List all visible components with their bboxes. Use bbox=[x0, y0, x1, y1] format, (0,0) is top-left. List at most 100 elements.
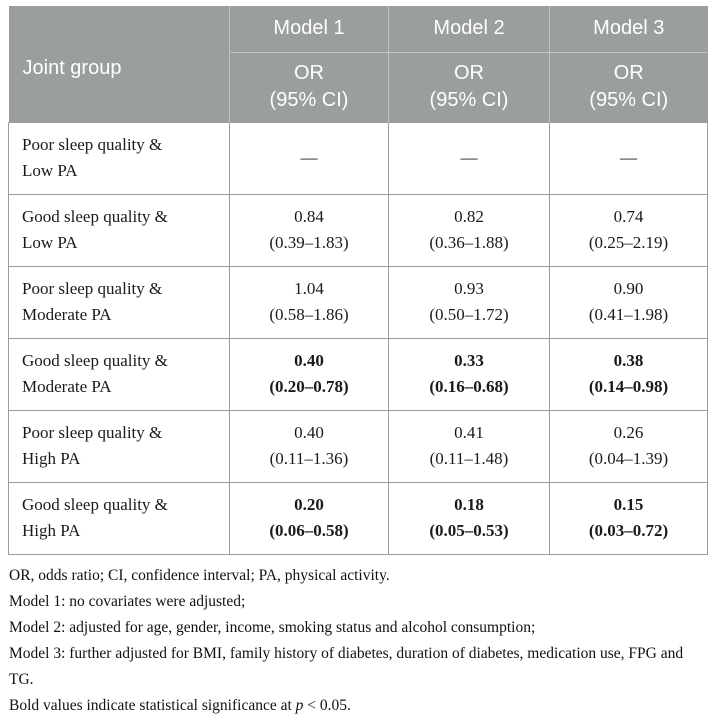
row-label: Poor sleep quality & Low PA bbox=[8, 121, 230, 195]
or-value: 0.33 bbox=[454, 351, 484, 370]
ci-value: (0.11–1.36) bbox=[269, 449, 349, 468]
row-label: Poor sleep quality & High PA bbox=[8, 409, 230, 483]
table-row: Poor sleep quality & Low PA — — — bbox=[8, 121, 708, 195]
cell-model-1: 0.40 (0.11–1.36) bbox=[229, 409, 389, 483]
cell-model-3: 0.38 (0.14–0.98) bbox=[549, 337, 708, 411]
row-label-line2: Low PA bbox=[22, 161, 78, 180]
table-row-significant: Good sleep quality & Moderate PA 0.40 (0… bbox=[8, 337, 708, 411]
subheader-ci: (95% CI) bbox=[429, 89, 509, 111]
row-label: Good sleep quality & Moderate PA bbox=[8, 337, 230, 411]
cell-model-2: 0.93 (0.50–1.72) bbox=[388, 265, 550, 339]
ci-value: (0.16–0.68) bbox=[429, 377, 509, 396]
table-header: Joint group Model 1 Model 2 Model 3 OR (… bbox=[8, 6, 708, 122]
row-label: Poor sleep quality & Moderate PA bbox=[8, 265, 230, 339]
cell-model-3: 0.15 (0.03–0.72) bbox=[549, 481, 708, 555]
row-label-line2: High PA bbox=[22, 521, 81, 540]
row-label-line1: Poor sleep quality & bbox=[22, 279, 163, 298]
cell-model-2: — bbox=[388, 121, 550, 195]
ci-value: (0.06–0.58) bbox=[269, 521, 349, 540]
subheader-or-ci-model-1: OR (95% CI) bbox=[229, 52, 389, 122]
table-row: Good sleep quality & Low PA 0.84 (0.39–1… bbox=[8, 193, 708, 267]
cell-model-1: 0.20 (0.06–0.58) bbox=[229, 481, 389, 555]
row-label-line2: Moderate PA bbox=[22, 377, 112, 396]
ci-value: (0.25–2.19) bbox=[588, 233, 669, 252]
subheader-or: OR bbox=[613, 62, 644, 84]
header-model-1: Model 1 bbox=[229, 6, 389, 53]
ci-value: (0.58–1.86) bbox=[269, 305, 349, 324]
subheader-or: OR bbox=[454, 62, 484, 84]
table-body: Poor sleep quality & Low PA — — — bbox=[8, 121, 708, 555]
cell-model-1: — bbox=[229, 121, 389, 195]
or-value: 0.82 bbox=[454, 207, 484, 226]
row-label-line1: Poor sleep quality & bbox=[22, 423, 163, 442]
ci-value: (0.05–0.53) bbox=[429, 521, 509, 540]
subheader-or: OR bbox=[294, 62, 324, 84]
row-label-line1: Good sleep quality & bbox=[22, 351, 168, 370]
ci-value: (0.41–1.98) bbox=[588, 305, 669, 324]
cell-model-1: 0.40 (0.20–0.78) bbox=[229, 337, 389, 411]
cell-model-3: 0.90 (0.41–1.98) bbox=[549, 265, 708, 339]
cell-model-3: 0.26 (0.04–1.39) bbox=[549, 409, 708, 483]
footnote-significance: Bold values indicate statistical signifi… bbox=[9, 693, 709, 719]
row-label-line2: High PA bbox=[22, 449, 81, 468]
subheader-or-ci-model-2: OR (95% CI) bbox=[388, 52, 550, 122]
or-value: — bbox=[300, 148, 318, 167]
footnote-significance-text: Bold values indicate statistical signifi… bbox=[9, 696, 296, 714]
cell-model-1: 0.84 (0.39–1.83) bbox=[229, 193, 389, 267]
results-table: Joint group Model 1 Model 2 Model 3 OR (… bbox=[8, 6, 708, 555]
or-value: 0.26 bbox=[613, 423, 644, 442]
row-label: Good sleep quality & High PA bbox=[8, 481, 230, 555]
ci-value: (0.50–1.72) bbox=[429, 305, 509, 324]
or-value: 1.04 bbox=[294, 279, 324, 298]
row-label-line2: Moderate PA bbox=[22, 305, 112, 324]
cell-model-2: 0.18 (0.05–0.53) bbox=[388, 481, 550, 555]
footnote-p-symbol: p bbox=[295, 696, 304, 714]
or-value: 0.38 bbox=[613, 351, 644, 370]
or-value: 0.84 bbox=[294, 207, 324, 226]
footnote-significance-threshold: < 0.05. bbox=[303, 696, 351, 714]
or-value: 0.15 bbox=[613, 495, 644, 514]
subheader-ci: (95% CI) bbox=[269, 89, 349, 111]
footnote-model-3: Model 3: further adjusted for BMI, famil… bbox=[9, 644, 684, 688]
or-value: — bbox=[460, 148, 478, 167]
or-value: 0.93 bbox=[454, 279, 484, 298]
ci-value: (0.20–0.78) bbox=[269, 377, 349, 396]
header-joint-group: Joint group bbox=[8, 6, 230, 122]
row-label-line1: Good sleep quality & bbox=[22, 207, 168, 226]
cell-model-2: 0.82 (0.36–1.88) bbox=[388, 193, 550, 267]
cell-model-3: 0.74 (0.25–2.19) bbox=[549, 193, 708, 267]
footnote-model-2: Model 2: adjusted for age, gender, incom… bbox=[9, 618, 536, 636]
ci-value: (0.03–0.72) bbox=[588, 521, 669, 540]
subheader-ci: (95% CI) bbox=[589, 89, 669, 111]
or-value: — bbox=[620, 148, 637, 167]
row-label-line2: Low PA bbox=[22, 233, 78, 252]
table-row-significant: Good sleep quality & High PA 0.20 (0.06–… bbox=[8, 481, 708, 555]
or-value: 0.20 bbox=[294, 495, 324, 514]
header-model-3: Model 3 bbox=[549, 6, 708, 53]
ci-value: (0.36–1.88) bbox=[429, 233, 509, 252]
or-value: 0.41 bbox=[454, 423, 484, 442]
ci-value: (0.11–1.48) bbox=[429, 449, 509, 468]
or-value: 0.18 bbox=[454, 495, 484, 514]
row-label-line1: Good sleep quality & bbox=[22, 495, 168, 514]
footnotes: OR, odds ratio; CI, confidence interval;… bbox=[9, 563, 709, 719]
ci-value: (0.14–0.98) bbox=[588, 377, 669, 396]
table-row: Poor sleep quality & Moderate PA 1.04 (0… bbox=[8, 265, 708, 339]
cell-model-1: 1.04 (0.58–1.86) bbox=[229, 265, 389, 339]
subheader-or-ci-model-3: OR (95% CI) bbox=[549, 52, 708, 122]
table-row: Poor sleep quality & High PA 0.40 (0.11–… bbox=[8, 409, 708, 483]
footnote-abbreviations: OR, odds ratio; CI, confidence interval;… bbox=[9, 566, 390, 584]
row-label-line1: Poor sleep quality & bbox=[22, 135, 163, 154]
cell-model-2: 0.41 (0.11–1.48) bbox=[388, 409, 550, 483]
or-value: 0.90 bbox=[613, 279, 644, 298]
row-label: Good sleep quality & Low PA bbox=[8, 193, 230, 267]
ci-value: (0.39–1.83) bbox=[269, 233, 349, 252]
ci-value: (0.04–1.39) bbox=[588, 449, 669, 468]
or-value: 0.40 bbox=[294, 351, 324, 370]
footnote-model-1: Model 1: no covariates were adjusted; bbox=[9, 592, 246, 610]
or-value: 0.74 bbox=[613, 207, 644, 226]
cell-model-2: 0.33 (0.16–0.68) bbox=[388, 337, 550, 411]
cell-model-3: — bbox=[549, 121, 708, 195]
or-value: 0.40 bbox=[294, 423, 324, 442]
